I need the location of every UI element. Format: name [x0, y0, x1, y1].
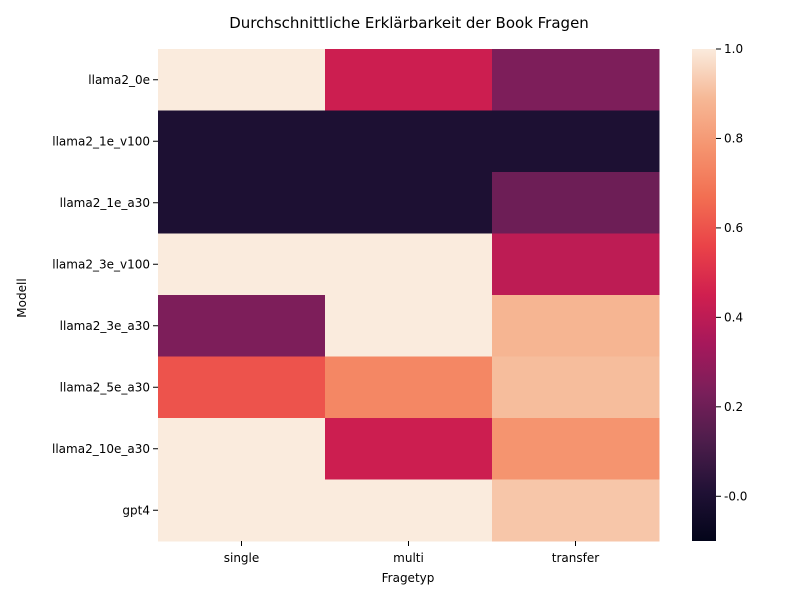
- y-axis-ticks: llama2_0e llama2_1e_v100 llama2_1e_a30llam…: [52, 73, 158, 517]
- heatmap-cell: [325, 110, 493, 173]
- x-axis-label: Fragetyp: [382, 571, 435, 585]
- heatmap-cell: [325, 233, 493, 296]
- heatmap-cell: [492, 295, 660, 357]
- heatmap-cell: [492, 49, 660, 111]
- y-tick-label: llama2_1e_v100: [52, 134, 150, 148]
- heatmap-cell: [325, 295, 493, 357]
- heatmap-cell: [325, 418, 493, 480]
- colorbar-tick-label: 0.2: [724, 400, 743, 414]
- y-tick-label: llama2_1e_a30: [60, 196, 150, 210]
- heatmap-cell: [325, 172, 493, 234]
- heatmap-cell: [492, 418, 660, 480]
- y-tick-label: gpt4: [122, 503, 150, 517]
- heatmap-cell: [158, 110, 326, 173]
- heatmap-cell: [325, 479, 493, 542]
- colorbar-tick-label: 0.6: [724, 221, 743, 235]
- y-axis-label: Modell: [15, 278, 29, 317]
- heatmap-cells: [158, 49, 660, 542]
- x-axis-ticks: single multi transfer: [224, 541, 599, 565]
- colorbar-ticks: -0.0 0.2 0.4 0.6 0.8 1.0: [716, 42, 747, 503]
- heatmap-cell: [158, 356, 326, 419]
- colorbar: [692, 49, 716, 541]
- colorbar-tick-label: 1.0: [724, 42, 743, 56]
- heatmap-cell: [158, 479, 326, 542]
- heatmap-cell: [158, 233, 326, 296]
- y-tick-label: llama2_0e: [88, 73, 150, 87]
- heatmap-cell: [158, 295, 326, 357]
- colorbar-tick-label: -0.0: [724, 489, 747, 503]
- colorbar-tick-label: 0.4: [724, 310, 743, 324]
- colorbar-tick-label: 0.8: [724, 131, 743, 145]
- x-tick-label: single: [224, 551, 260, 565]
- heatmap-cell: [158, 49, 326, 111]
- heatmap-cell: [492, 356, 660, 419]
- heatmap-cell: [325, 356, 493, 419]
- x-tick-label: multi: [393, 551, 424, 565]
- y-tick-label: llama2_3e_v100: [52, 257, 150, 271]
- y-tick-label: llama2_5e_a30: [60, 380, 150, 394]
- y-tick-label: llama2_3e_a30: [60, 319, 150, 333]
- heatmap-cell: [158, 172, 326, 234]
- heatmap-cell: [325, 49, 493, 111]
- heatmap-cell: [492, 172, 660, 234]
- heatmap-cell: [492, 110, 660, 173]
- chart-title: Durchschnittliche Erklärbarkeit der Book…: [229, 14, 589, 32]
- y-tick-label: llama2_10e_a30: [52, 442, 150, 456]
- heatmap-cell: [492, 479, 660, 542]
- heatmap-cell: [158, 418, 326, 480]
- x-tick-label: transfer: [552, 551, 599, 565]
- heatmap-cell: [492, 233, 660, 296]
